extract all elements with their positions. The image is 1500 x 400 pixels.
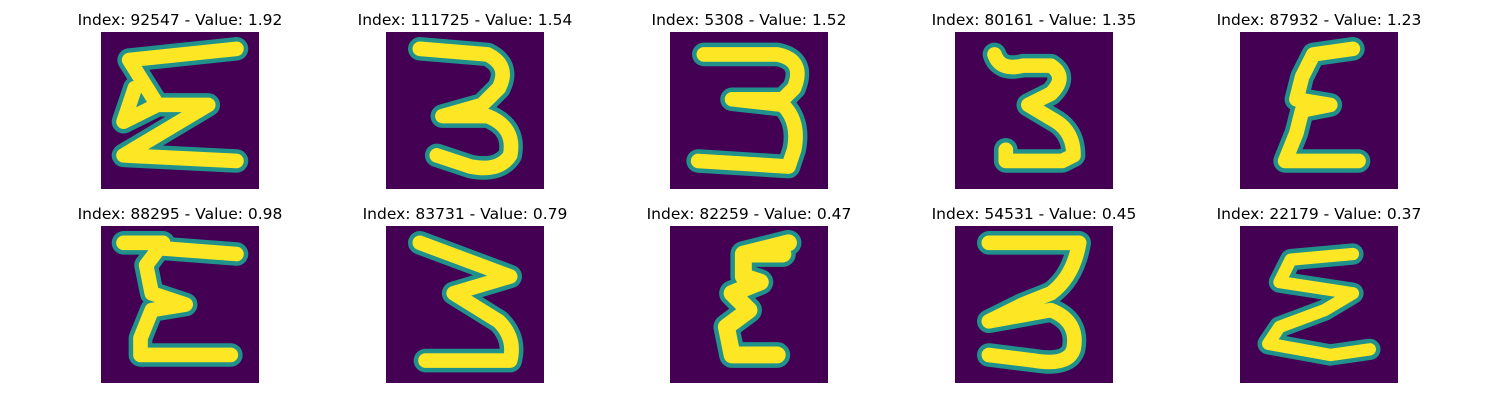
image-panel-6: Index: 88295 - Value: 0.98 bbox=[40, 204, 320, 394]
digit-glyph bbox=[977, 231, 1091, 374]
digit-image bbox=[386, 32, 544, 189]
panel-title: Index: 87932 - Value: 1.23 bbox=[1216, 11, 1422, 29]
image-panel-3: Index: 5308 - Value: 1.52 bbox=[609, 10, 889, 200]
panel-title: Index: 83731 - Value: 0.79 bbox=[362, 205, 568, 223]
digit-glyph bbox=[686, 42, 810, 179]
digit-image bbox=[386, 226, 544, 383]
digit-image bbox=[955, 226, 1113, 383]
digit-image bbox=[101, 226, 259, 383]
panel-title: Index: 22179 - Value: 0.37 bbox=[1216, 205, 1422, 223]
digit-glyph bbox=[1273, 37, 1371, 173]
digit-glyph bbox=[111, 37, 249, 173]
digit-glyph bbox=[713, 229, 802, 368]
image-panel-10: Index: 22179 - Value: 0.37 bbox=[1179, 204, 1459, 394]
digit-glyph bbox=[408, 37, 523, 180]
digit-glyph bbox=[111, 231, 249, 367]
digit-image bbox=[1240, 32, 1398, 189]
digit-glyph bbox=[1257, 243, 1381, 366]
image-panel-7: Index: 83731 - Value: 0.79 bbox=[325, 204, 605, 394]
digit-image bbox=[955, 32, 1113, 189]
digit-image bbox=[670, 32, 828, 189]
panel-title: Index: 92547 - Value: 1.92 bbox=[77, 11, 283, 29]
image-panel-5: Index: 87932 - Value: 1.23 bbox=[1179, 10, 1459, 200]
panel-title: Index: 54531 - Value: 0.45 bbox=[931, 205, 1137, 223]
digit-glyph bbox=[982, 42, 1086, 173]
digit-image bbox=[101, 32, 259, 189]
digit-image bbox=[670, 226, 828, 383]
image-panel-9: Index: 54531 - Value: 0.45 bbox=[894, 204, 1174, 394]
panel-title: Index: 5308 - Value: 1.52 bbox=[651, 11, 847, 29]
image-panel-1: Index: 92547 - Value: 1.92 bbox=[40, 10, 320, 200]
image-panel-8: Index: 82259 - Value: 0.47 bbox=[609, 204, 889, 394]
panel-title: Index: 88295 - Value: 0.98 bbox=[77, 205, 283, 223]
panel-title: Index: 111725 - Value: 1.54 bbox=[357, 11, 573, 29]
image-panel-2: Index: 111725 - Value: 1.54 bbox=[325, 10, 605, 200]
panel-title: Index: 82259 - Value: 0.47 bbox=[646, 205, 852, 223]
panel-title: Index: 80161 - Value: 1.35 bbox=[931, 11, 1137, 29]
image-panel-4: Index: 80161 - Value: 1.35 bbox=[894, 10, 1174, 200]
digit-image bbox=[1240, 226, 1398, 383]
digit-glyph bbox=[408, 231, 524, 373]
